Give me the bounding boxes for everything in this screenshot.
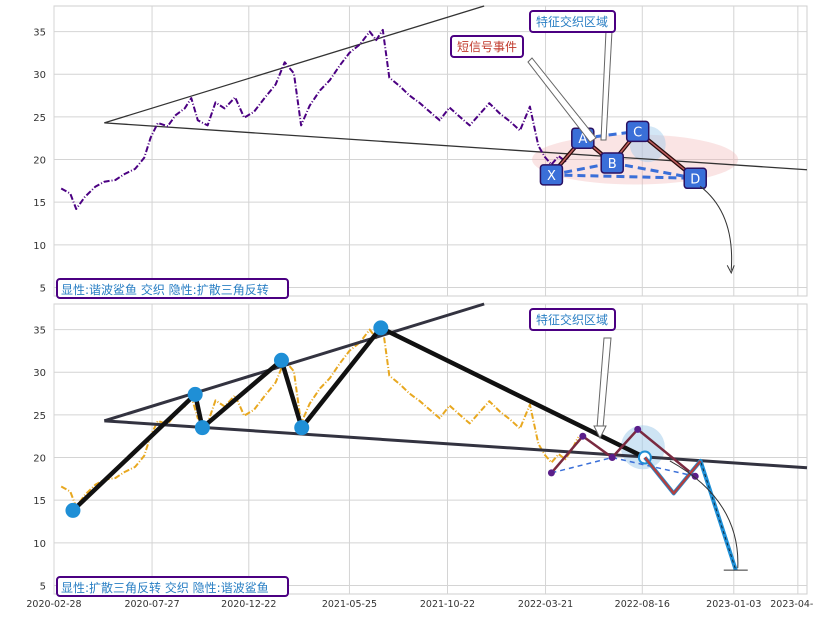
bottom-legend-box: 显性:扩散三角反转 交织 隐性:谐波鲨鱼 [56,576,289,597]
y-tick-label: 25 [33,113,46,124]
top-y-tick-labels: 5 10 15 20 25 30 35 [33,28,46,295]
pattern-point-box [600,152,624,174]
trendline [104,5,485,124]
bottom-panel: 5 10 15 20 25 30 35 2020-02-28 2020-07-27 2020-1… [26,302,813,610]
feature-zone-callout: 特征交织区域 [529,308,616,331]
zigzag-pivot [373,320,389,336]
pattern-point-label: D [690,172,700,187]
y-tick-label: 35 [33,326,46,337]
bottom-plot-area [53,303,808,595]
short-signal-label: 短信号事件 [457,40,517,54]
feature-zone-label: 特征交织区域 [536,312,608,327]
pattern-point: X [539,164,564,186]
feature-zone-box [529,308,616,331]
pattern-dashed-leg [551,173,696,180]
pattern-point-label: B [608,157,617,172]
y-tick-label: 10 [33,539,46,550]
short-signal-box [450,35,524,58]
pattern-dashed-leg [611,161,696,180]
pattern-point-box [539,164,564,186]
short-signal-arrow [527,57,597,143]
y-tick-label: 5 [40,581,46,592]
y-tick-label: 5 [40,283,46,294]
projection-curve [699,185,733,271]
bottom-legend-text: 显性:扩散三角反转 交织 隐性:谐波鲨鱼 [61,580,269,595]
x-tick-label: 2020-02-28 [26,599,81,610]
pattern-point-label: C [633,125,642,140]
x-tick-label: 2022-03-21 [518,599,573,610]
x-tick-label: 2021-05-25 [322,599,377,610]
bottom-price-series [60,326,580,508]
bottom-projection [643,456,748,571]
feature-zone-label: 特征交织区域 [536,14,608,29]
y-tick-label: 30 [33,368,46,379]
projection-arrowhead [726,265,735,275]
y-tick-label: 25 [33,411,46,422]
price-line [60,326,580,508]
x-tick-label: 2020-07-27 [124,599,179,610]
zigzag-pivot [194,420,210,436]
top-callouts: 短信号事件 特征交织区域 [450,10,735,275]
y-tick-label: 30 [33,70,46,81]
harmonic-point [634,425,642,433]
bottom-callouts: 特征交织区域 [529,308,616,440]
x-tick-label: 2020-12-22 [221,599,276,610]
projection-swing [643,456,702,495]
projection-curve [669,460,739,569]
top-legend-box: 显性:谐波鲨鱼 交织 隐性:扩散三角反转 [56,278,289,299]
y-tick-label: 15 [33,198,46,209]
top-harmonic-pattern: X A B C D [539,120,707,190]
top-plot-area [53,5,808,297]
pattern-point: D [683,167,707,190]
x-tick-label: 2021-10-22 [420,599,475,610]
trendline [103,302,485,423]
bottom-zigzag-pattern [65,320,652,518]
top-panel: 5 10 15 20 25 30 35 X A B C D 短信号事件 特征交织区域 显性:谐波鲨鱼 … [33,5,808,299]
pattern-point-label: A [578,132,587,147]
y-tick-label: 20 [33,454,46,465]
feature-zone-arrowhead [593,425,607,440]
top-trendlines [104,5,808,171]
harmonic-point [691,472,699,480]
x-tick-label: 2023-01-03 [706,599,761,610]
zigzag-pivot [294,420,310,436]
top-legend-text: 显性:谐波鲨鱼 交织 隐性:扩散三角反转 [61,282,269,297]
feature-zone-callout: 特征交织区域 [529,10,616,33]
zigzag-pivot [187,386,203,402]
x-tick-label: 2023-04-11 [770,599,813,610]
price-line [60,28,580,210]
harmonic-point [547,469,555,477]
pattern-point-box [683,167,707,190]
y-tick-label: 35 [33,28,46,39]
top-price-series [60,28,580,210]
bottom-harmonic-overlay [547,425,699,480]
zigzag-pivot [273,352,289,368]
x-tick-label: 2022-08-16 [615,599,670,610]
pattern-point-label: X [547,169,556,184]
pattern-point-box [625,120,650,143]
pattern-dashed-leg [551,161,613,177]
y-tick-label: 10 [33,241,46,252]
trendline [104,419,808,470]
feature-zone-box [529,10,616,33]
harmonic-point [579,432,587,440]
short-signal-callout: 短信号事件 [450,35,524,58]
zigzag-pivot [65,502,81,518]
trendline [104,122,808,171]
harmonic-point [608,454,616,462]
y-tick-label: 15 [33,496,46,507]
y-tick-label: 20 [33,156,46,167]
x-tick-labels: 2020-02-28 2020-07-27 2020-12-22 2021-05-25… [26,599,813,610]
bottom-trendlines [103,302,808,470]
pattern-point: C [625,120,650,143]
harmonic-dashed-leg [551,456,613,474]
bottom-y-tick-labels: 5 10 15 20 25 30 35 [33,326,46,593]
pattern-point: B [600,152,624,174]
